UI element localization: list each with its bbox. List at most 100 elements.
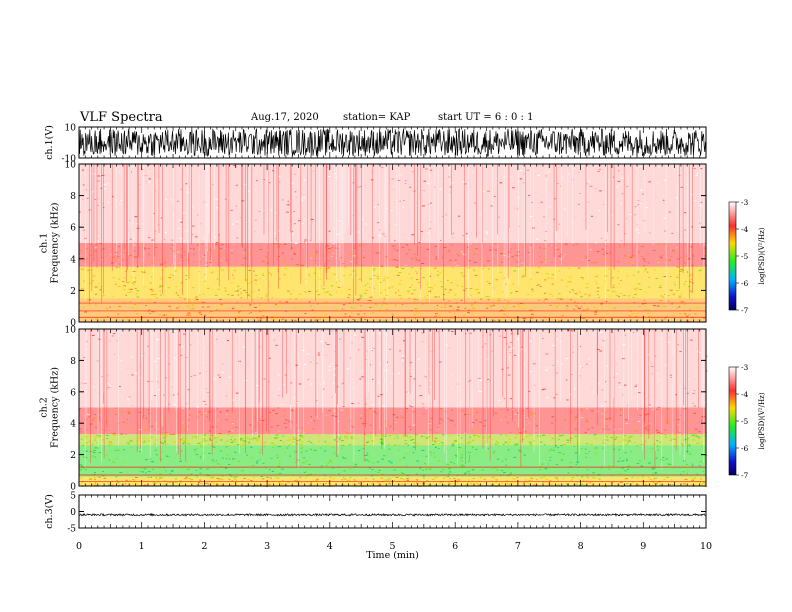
spectrogram-speck: [367, 299, 370, 301]
spectrogram-speck: [111, 196, 114, 198]
spectrogram-speck: [304, 228, 307, 230]
spectrogram-speck: [456, 482, 458, 484]
spectrogram-speck: [180, 241, 182, 243]
spectrogram-speck: [94, 247, 97, 249]
spectrogram-speck: [651, 318, 653, 320]
spectrogram-speck: [207, 483, 209, 485]
spectrogram-speck: [231, 436, 233, 438]
spectrogram-speck: [566, 286, 568, 288]
spectrogram-speck: [690, 477, 692, 479]
spectrogram-speck: [482, 191, 486, 193]
spectrogram-speck: [377, 482, 380, 484]
spectrogram-speck: [444, 307, 447, 309]
spectrogram-speck: [648, 422, 651, 424]
spectrogram-speck: [366, 453, 369, 455]
spectrogram-speck: [330, 285, 334, 287]
spectrogram-speck: [318, 435, 320, 437]
spectrogram-speck: [182, 297, 185, 299]
spectrogram-speck: [151, 290, 154, 292]
spectrogram-speck: [462, 181, 466, 183]
spectrogram-speck: [248, 442, 251, 444]
spectrogram-speck: [400, 416, 404, 418]
spectrogram-speck: [287, 290, 290, 292]
spectrogram-speck: [671, 303, 673, 305]
spectrogram-speck: [487, 304, 489, 306]
spectrogram-speck: [391, 286, 394, 288]
spectrogram-speck: [463, 165, 465, 167]
spectrogram-speck: [322, 388, 325, 390]
spectrogram-speck: [214, 437, 217, 439]
spectrogram-speck: [217, 253, 219, 255]
waveform-trace: [79, 127, 706, 157]
spectrogram-speck: [400, 471, 403, 473]
spectrogram-speck: [115, 414, 117, 416]
spectrogram-speck: [131, 428, 134, 430]
spectrogram-speck: [310, 416, 312, 418]
spectrogram-speck: [255, 413, 258, 415]
spectrogram-speck: [423, 250, 427, 252]
spectrogram-speck: [385, 309, 389, 311]
spectrogram-speck: [471, 171, 474, 173]
spectrogram-speck: [682, 301, 685, 303]
spectrogram-speck: [433, 440, 436, 442]
spectrogram-speck: [278, 278, 281, 280]
spectrogram-speck: [670, 374, 672, 376]
spectrogram-speck: [109, 386, 112, 388]
spectrogram-speck: [702, 415, 706, 417]
spectrogram-speck: [674, 251, 677, 253]
spectrogram-speck: [168, 455, 171, 457]
spectrogram-speck: [204, 433, 206, 435]
spectrogram-speck: [540, 261, 543, 263]
spectrogram-speck: [602, 420, 605, 422]
spectrogram-speck: [415, 311, 418, 313]
spectrogram-speck: [289, 293, 292, 295]
spectrogram-speck: [601, 481, 603, 483]
spectrogram-speck: [466, 233, 468, 235]
spectrogram-speck: [95, 318, 98, 320]
spectrogram-speck: [594, 438, 597, 440]
spectrogram-speck: [521, 463, 524, 465]
spectrogram-speck: [313, 260, 315, 262]
spectrogram-speck: [299, 476, 302, 478]
spectrogram-speck: [547, 367, 549, 369]
spectrogram-speck: [153, 212, 155, 214]
spectrogram-speck: [672, 250, 675, 252]
spectrogram-speck: [141, 467, 143, 469]
spectrogram-speck: [434, 296, 438, 298]
spectrogram-speck: [558, 223, 560, 225]
spectrogram-speck: [250, 483, 253, 485]
spectrogram-speck: [683, 262, 686, 264]
spectrogram-speck: [189, 344, 192, 346]
spectrogram-speck: [114, 407, 117, 409]
spectrogram-speck: [210, 477, 212, 479]
spectrogram-speck: [240, 470, 244, 472]
spectrogram-speck: [669, 439, 672, 441]
spectrogram-speck: [139, 257, 141, 259]
spectrogram-speck: [99, 289, 102, 291]
spectrogram-speck: [394, 253, 398, 255]
spectrogram-speck: [499, 417, 502, 419]
spectrogram-speck: [453, 262, 457, 264]
spectrogram-speck: [412, 253, 416, 255]
spectrogram-speck: [507, 475, 510, 477]
spectrogram-speck: [701, 483, 704, 485]
spectrogram-speck: [399, 478, 403, 480]
spectrogram-speck: [381, 444, 384, 446]
spectrogram-speck: [325, 482, 327, 484]
spectrogram-speck: [227, 431, 231, 433]
spectrogram-speck: [210, 310, 212, 312]
spectrogram-speck: [540, 477, 543, 479]
spectrogram-speck: [705, 370, 708, 372]
spectrogram-speck: [587, 260, 590, 262]
spectrogram-speck: [255, 385, 259, 387]
spectrogram-speck: [430, 454, 432, 456]
y-tick-label: 10: [65, 161, 77, 171]
spectrogram-speck: [576, 414, 579, 416]
spectrogram-speck: [357, 402, 360, 404]
spectrogram-speck: [658, 166, 660, 168]
spectrogram-speck: [557, 484, 561, 486]
spectrogram-speck: [234, 478, 237, 480]
spectrogram-speck: [310, 253, 313, 255]
spectrogram-speck: [293, 173, 296, 175]
spectrogram-speck: [300, 451, 303, 453]
